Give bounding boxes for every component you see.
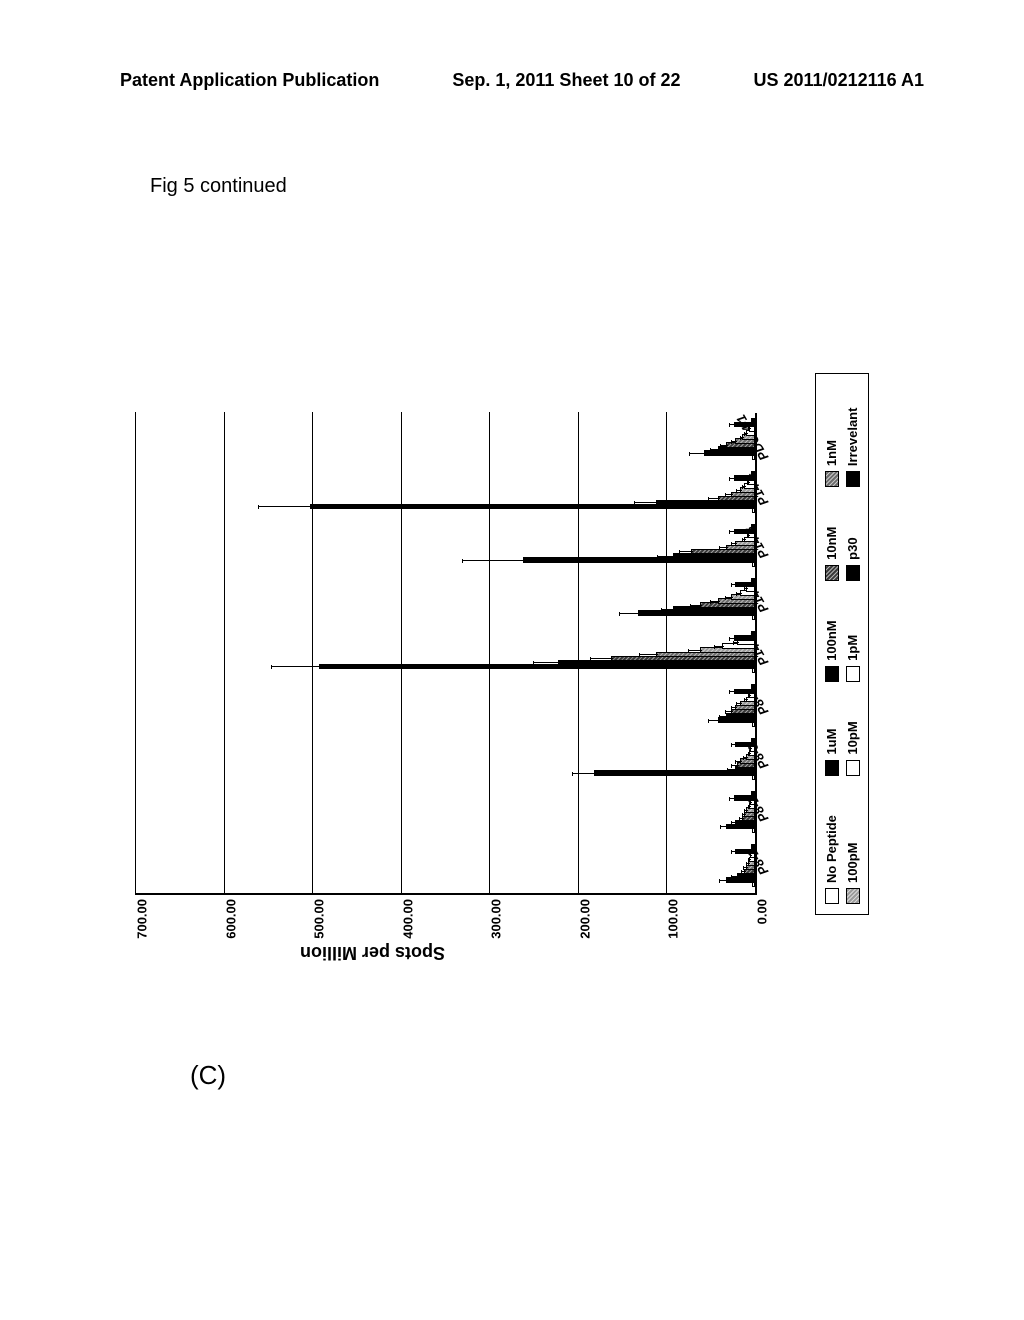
legend-label: 1nM <box>824 440 839 466</box>
header-center: Sep. 1, 2011 Sheet 10 of 22 <box>452 70 680 91</box>
legend-item: Irrevelant <box>845 384 860 487</box>
header-left: Patent Application Publication <box>120 70 379 91</box>
legend-item: 1nM <box>824 384 839 487</box>
header-right: US 2011/0212116 A1 <box>754 70 924 91</box>
y-tick-label: 300.00 <box>489 893 504 939</box>
chart-legend: No Peptide 1uM 100nM 10nM 1nM 100pM 10pM 1pM p30… <box>815 373 869 915</box>
bar <box>594 770 755 776</box>
legend-label: 100pM <box>845 843 860 883</box>
y-tick-label: 400.00 <box>400 893 415 939</box>
legend-swatch <box>846 888 860 904</box>
legend-swatch <box>846 760 860 776</box>
legend-item: 10nM <box>824 503 839 581</box>
legend-label: 10nM <box>824 527 839 560</box>
legend-swatch <box>825 471 839 487</box>
y-tick-label: 500.00 <box>312 893 327 939</box>
legend-label: 100nM <box>824 620 839 660</box>
y-tick-label: 600.00 <box>223 893 238 939</box>
y-axis-label: Spots per Million <box>300 942 445 963</box>
legend-swatch <box>825 666 839 682</box>
y-tick-label: 200.00 <box>577 893 592 939</box>
legend-label: 1pM <box>845 635 860 661</box>
y-tick-label: 100.00 <box>666 893 681 939</box>
y-tick-label: 0.00 <box>755 893 770 924</box>
page-header: Patent Application Publication Sep. 1, 2… <box>0 0 1024 91</box>
legend-swatch <box>846 565 860 581</box>
legend-item: 1uM <box>824 698 839 776</box>
y-tick-label: 700.00 <box>135 893 150 939</box>
figure-caption: Fig 5 continued <box>150 175 287 198</box>
legend-swatch <box>825 760 839 776</box>
legend-swatch <box>846 471 860 487</box>
legend-label: p30 <box>845 537 860 559</box>
legend-swatch <box>825 888 839 904</box>
legend-item: 100nM <box>824 597 839 682</box>
panel-label: (C) <box>190 1060 226 1091</box>
chart-container: Spots per Million 0.00100.00200.00300.00… <box>95 375 905 975</box>
legend-swatch <box>846 666 860 682</box>
legend-swatch <box>825 565 839 581</box>
legend-label: No Peptide <box>824 815 839 883</box>
legend-item: 1pM <box>845 597 860 682</box>
legend-label: 10pM <box>845 721 860 754</box>
plot-area: 0.00100.00200.00300.00400.00500.00600.00… <box>135 413 757 895</box>
legend-label: 1uM <box>824 729 839 755</box>
legend-item: No Peptide <box>824 792 839 904</box>
legend-item: p30 <box>845 503 860 581</box>
legend-item: 10pM <box>845 698 860 776</box>
legend-label: Irrevelant <box>845 408 860 467</box>
legend-item: 100pM <box>845 792 860 904</box>
